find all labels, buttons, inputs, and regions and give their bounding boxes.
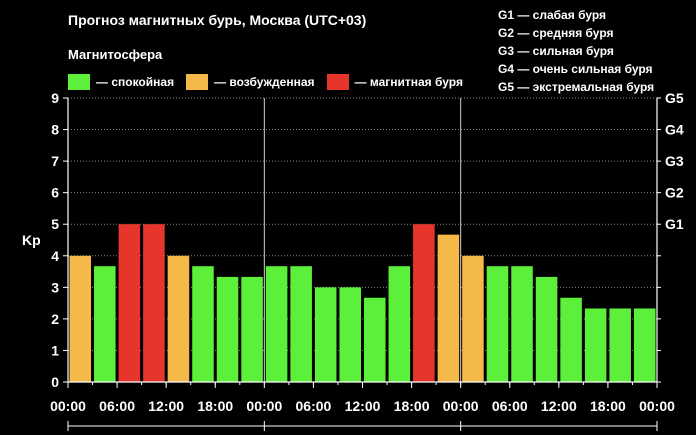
x-tick-label: 18:00 [197, 398, 233, 414]
color-legend: — спокойная — возбужденная — магнитная б… [68, 74, 475, 90]
y-tick-label: 0 [51, 374, 59, 390]
x-tick-label: 06:00 [492, 398, 528, 414]
kp-bar [388, 266, 411, 382]
x-tick-label: 12:00 [345, 398, 381, 414]
legend-item-active: — возбужденная [186, 74, 315, 90]
y-tick-label: 8 [51, 122, 59, 138]
y-tick-label: 5 [51, 216, 59, 232]
kp-bar [118, 224, 141, 382]
kp-bar [609, 308, 631, 382]
y-tick-label: 4 [51, 248, 59, 264]
y-tick-label: 6 [51, 185, 59, 201]
g-tick-label: G3 [665, 153, 684, 169]
legend-swatch-storm [326, 74, 349, 90]
y-tick-label: 3 [51, 279, 59, 295]
g-legend-item: G3 — сильная буря [498, 44, 614, 58]
g-legend-item: G4 — очень сильная буря [498, 62, 653, 76]
g-tick-label: G5 [665, 90, 684, 106]
kp-bar [560, 297, 582, 382]
legend-label-active: — возбужденная [214, 75, 315, 89]
magnetosphere-subtitle: Магнитосфера [68, 47, 163, 62]
x-tick-label: 00:00 [639, 398, 675, 414]
kp-bar [364, 297, 386, 382]
g-tick-label: G4 [665, 122, 684, 138]
kp-bar [486, 266, 509, 382]
kp-bar [535, 276, 558, 382]
kp-bar [94, 266, 116, 382]
kp-bar [69, 255, 92, 382]
kp-bar [216, 276, 239, 382]
kp-bar [241, 276, 263, 382]
x-tick-label: 12:00 [148, 398, 184, 414]
kp-bar [413, 224, 435, 382]
x-tick-label: 00:00 [50, 398, 86, 414]
x-tick-label: 12:00 [541, 398, 577, 414]
g-legend-item: G5 — экстремальная буря [498, 80, 655, 94]
y-tick-label: 2 [51, 311, 59, 327]
kp-bar [511, 266, 533, 382]
kp-bar [339, 287, 361, 382]
x-tick-label: 18:00 [394, 398, 430, 414]
g-scale-legend: G1 — слабая буря G2 — средняя буря G3 — … [498, 6, 654, 96]
legend-label-storm: — магнитная буря [354, 75, 463, 89]
g-legend-item: G1 — слабая буря [498, 8, 607, 22]
legend-label-quiet: — спокойная [96, 75, 175, 89]
kp-bar [462, 255, 484, 382]
kp-bar [290, 266, 312, 382]
x-tick-label: 00:00 [246, 398, 282, 414]
y-tick-label: 9 [51, 90, 59, 106]
x-tick-label: 00:00 [443, 398, 479, 414]
legend-swatch-active [186, 74, 209, 90]
x-tick-label: 06:00 [296, 398, 332, 414]
kp-bar [314, 287, 337, 382]
x-tick-label: 18:00 [590, 398, 626, 414]
g-legend-item: G2 — средняя буря [498, 26, 614, 40]
x-tick-label: 06:00 [99, 398, 135, 414]
kp-bar [192, 266, 214, 382]
legend-item-storm: — магнитная буря [326, 74, 463, 90]
kp-bar [265, 266, 288, 382]
g-tick-label: G2 [665, 185, 684, 201]
y-tick-label: 1 [51, 342, 59, 358]
g-tick-label: G1 [665, 216, 684, 232]
kp-bar [143, 224, 165, 382]
y-axis-label: Kp [22, 232, 41, 248]
legend-swatch-quiet [68, 74, 90, 90]
legend-item-quiet: — спокойная [68, 74, 174, 90]
y-tick-label: 7 [51, 153, 59, 169]
kp-bar [584, 308, 607, 382]
chart-title: Прогноз магнитных бурь, Москва (UTC+03) [68, 12, 367, 28]
kp-bar [437, 234, 460, 382]
kp-bar [633, 308, 656, 382]
kp-bar [167, 255, 190, 382]
